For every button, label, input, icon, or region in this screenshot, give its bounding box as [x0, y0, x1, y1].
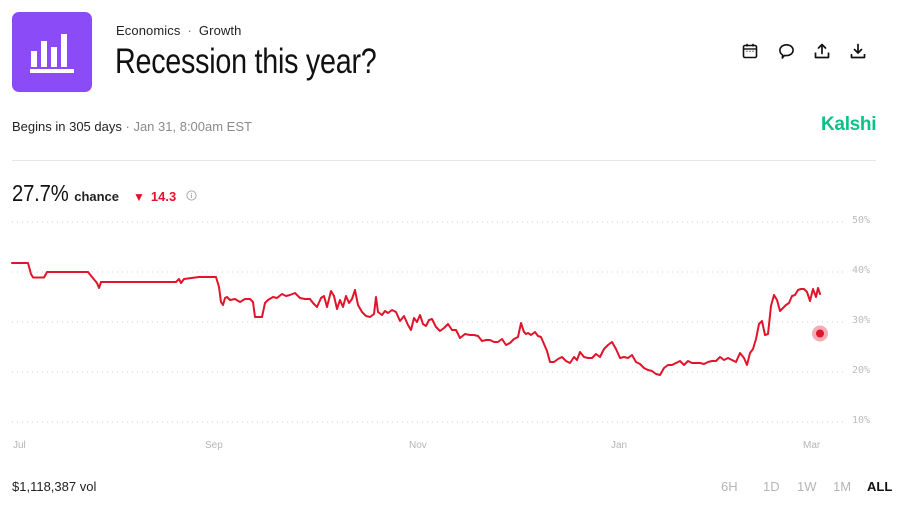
x-tick-jul: Jul [13, 440, 26, 451]
bar-chart-icon [30, 34, 74, 73]
probability-summary: 27.7% chance ▼ 14.3 [12, 180, 197, 207]
range-all[interactable]: ALL [867, 479, 893, 494]
current-point [816, 329, 824, 338]
x-tick-sep: Sep [205, 440, 223, 451]
download-icon [850, 43, 866, 59]
breadcrumb-growth[interactable]: Growth [198, 23, 242, 38]
y-tick-30: 30% [852, 315, 871, 326]
schedule-separator: · [125, 119, 130, 134]
comment-icon [778, 43, 794, 59]
x-tick-nov: Nov [409, 440, 427, 451]
share-icon [814, 43, 830, 59]
y-tick-40: 40% [852, 265, 871, 276]
market-logo [12, 12, 92, 92]
range-selector: 6H 1D 1W 1M ALL [721, 479, 892, 494]
down-arrow-icon: ▼ [133, 190, 145, 204]
page-title: Recession this year? [115, 42, 377, 81]
x-tick-jan: Jan [611, 440, 628, 451]
share-button[interactable] [813, 42, 831, 60]
begins-text: Begins in 305 days [12, 119, 122, 134]
range-1m[interactable]: 1M [833, 479, 852, 494]
download-button[interactable] [849, 42, 867, 60]
probability-delta: 14.3 [150, 189, 177, 204]
comment-button[interactable] [777, 42, 795, 60]
header-actions [741, 42, 867, 60]
range-1d[interactable]: 1D [763, 479, 780, 494]
info-icon[interactable] [186, 188, 197, 201]
gridlines [12, 221, 846, 423]
breadcrumb: Economics · Growth [116, 23, 241, 38]
probability-label: chance [74, 189, 120, 204]
current-point-halo [812, 325, 828, 342]
range-1w[interactable]: 1W [797, 479, 817, 494]
y-tick-20: 20% [852, 365, 871, 376]
breadcrumb-economics[interactable]: Economics [116, 23, 181, 38]
kalshi-logo[interactable]: Kalshi [821, 114, 877, 135]
breadcrumb-separator: · [187, 23, 192, 38]
probability-value: 27.7% [12, 180, 69, 206]
begin-date: Jan 31, 8:00am EST [133, 119, 252, 134]
y-tick-10: 10% [852, 415, 871, 426]
divider [12, 160, 876, 161]
calendar-icon [742, 43, 758, 59]
calendar-button[interactable] [741, 42, 759, 60]
x-tick-mar: Mar [803, 440, 821, 451]
range-6h[interactable]: 6H [721, 479, 738, 494]
market-schedule: Begins in 305 days · Jan 31, 8:00am EST [12, 119, 252, 134]
volume: $1,118,387 vol [12, 479, 97, 494]
y-tick-50: 50% [852, 215, 871, 226]
price-line [11, 262, 821, 376]
